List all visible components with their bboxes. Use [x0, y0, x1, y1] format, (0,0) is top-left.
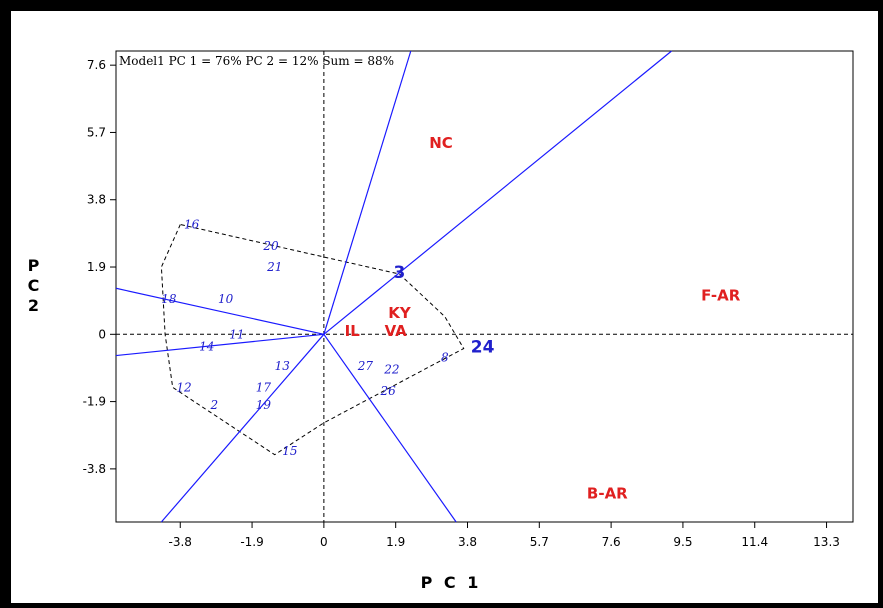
chart-title: Model1 PC 1 = 76% PC 2 = 12% Sum = 88%: [119, 54, 394, 68]
genotype-label-26: 26: [379, 384, 396, 398]
x-tick-label: 3.8: [458, 535, 477, 549]
genotype-label-17: 17: [256, 380, 272, 394]
x-tick-label: 13.3: [813, 535, 840, 549]
genotype-label-8: 8: [441, 350, 449, 364]
biplot-chart: -3.8 -1.9 0 1.9 3.8 5.7 7.6 9.5 11.4 13.3 7.6 5.7 3.…: [28, 50, 854, 592]
genotype-label-15: 15: [282, 444, 297, 458]
y-tick-label: 7.6: [87, 58, 106, 72]
chart-frame: -3.8 -1.9 0 1.9 3.8 5.7 7.6 9.5 11.4 13.3 7.6 5.7 3.…: [10, 10, 879, 604]
plot-area: [115, 50, 854, 523]
sector-ray: [160, 333, 325, 523]
x-tick-label: 11.4: [741, 535, 768, 549]
y-tick-label: 1.9: [87, 260, 106, 274]
genotype-label-24: 24: [471, 337, 495, 357]
x-tick-label: 5.7: [530, 535, 549, 549]
genotype-label-3: 3: [394, 263, 406, 283]
environment-label-va: VA: [385, 322, 408, 340]
genotype-label-10: 10: [218, 292, 234, 306]
genotype-label-13: 13: [275, 359, 291, 373]
genotype-label-12: 12: [176, 380, 191, 394]
y-axis-label-line-3: 2: [28, 296, 42, 315]
environment-label-nc: NC: [429, 134, 453, 152]
x-tick-label: 7.6: [602, 535, 621, 549]
genotype-label-11: 11: [229, 327, 244, 341]
genotype-label-27: 27: [357, 359, 374, 373]
sector-ray: [323, 333, 457, 523]
y-axis-label-line-2: C: [28, 276, 43, 295]
x-tick-label: -1.9: [240, 535, 263, 549]
y-tick-label: -1.9: [83, 395, 106, 409]
genotype-label-19: 19: [256, 398, 272, 412]
y-tick-label: 3.8: [87, 193, 106, 207]
environment-label-ky: KY: [388, 304, 412, 322]
genotype-label-16: 16: [184, 218, 200, 232]
x-tick-label: -3.8: [169, 535, 192, 549]
genotype-label-14: 14: [199, 340, 214, 354]
y-axis-label-line-1: P: [28, 256, 43, 275]
sector-ray: [323, 50, 672, 335]
y-tick-label: 0: [98, 327, 106, 341]
genotype-label-21: 21: [266, 260, 282, 274]
y-tick-label: 5.7: [87, 125, 106, 139]
x-tick-label: 1.9: [386, 535, 405, 549]
environment-label-f-ar: F-AR: [701, 286, 741, 304]
convex-hull-polygon: [160, 224, 465, 456]
x-tick-label: 0: [320, 535, 328, 549]
sector-ray: [323, 50, 412, 335]
genotype-label-2: 2: [209, 398, 218, 412]
y-tick-label: -3.8: [83, 462, 106, 476]
sector-ray: [115, 287, 325, 335]
genotype-label-20: 20: [262, 239, 279, 253]
environment-label-b-ar: B-AR: [587, 485, 628, 503]
x-tick-label: 9.5: [673, 535, 692, 549]
x-axis-label: P C 1: [421, 573, 482, 592]
genotype-label-22: 22: [383, 363, 399, 377]
environment-label-il: IL: [345, 322, 361, 340]
sector-ray: [115, 333, 324, 357]
genotype-label-18: 18: [161, 292, 177, 306]
